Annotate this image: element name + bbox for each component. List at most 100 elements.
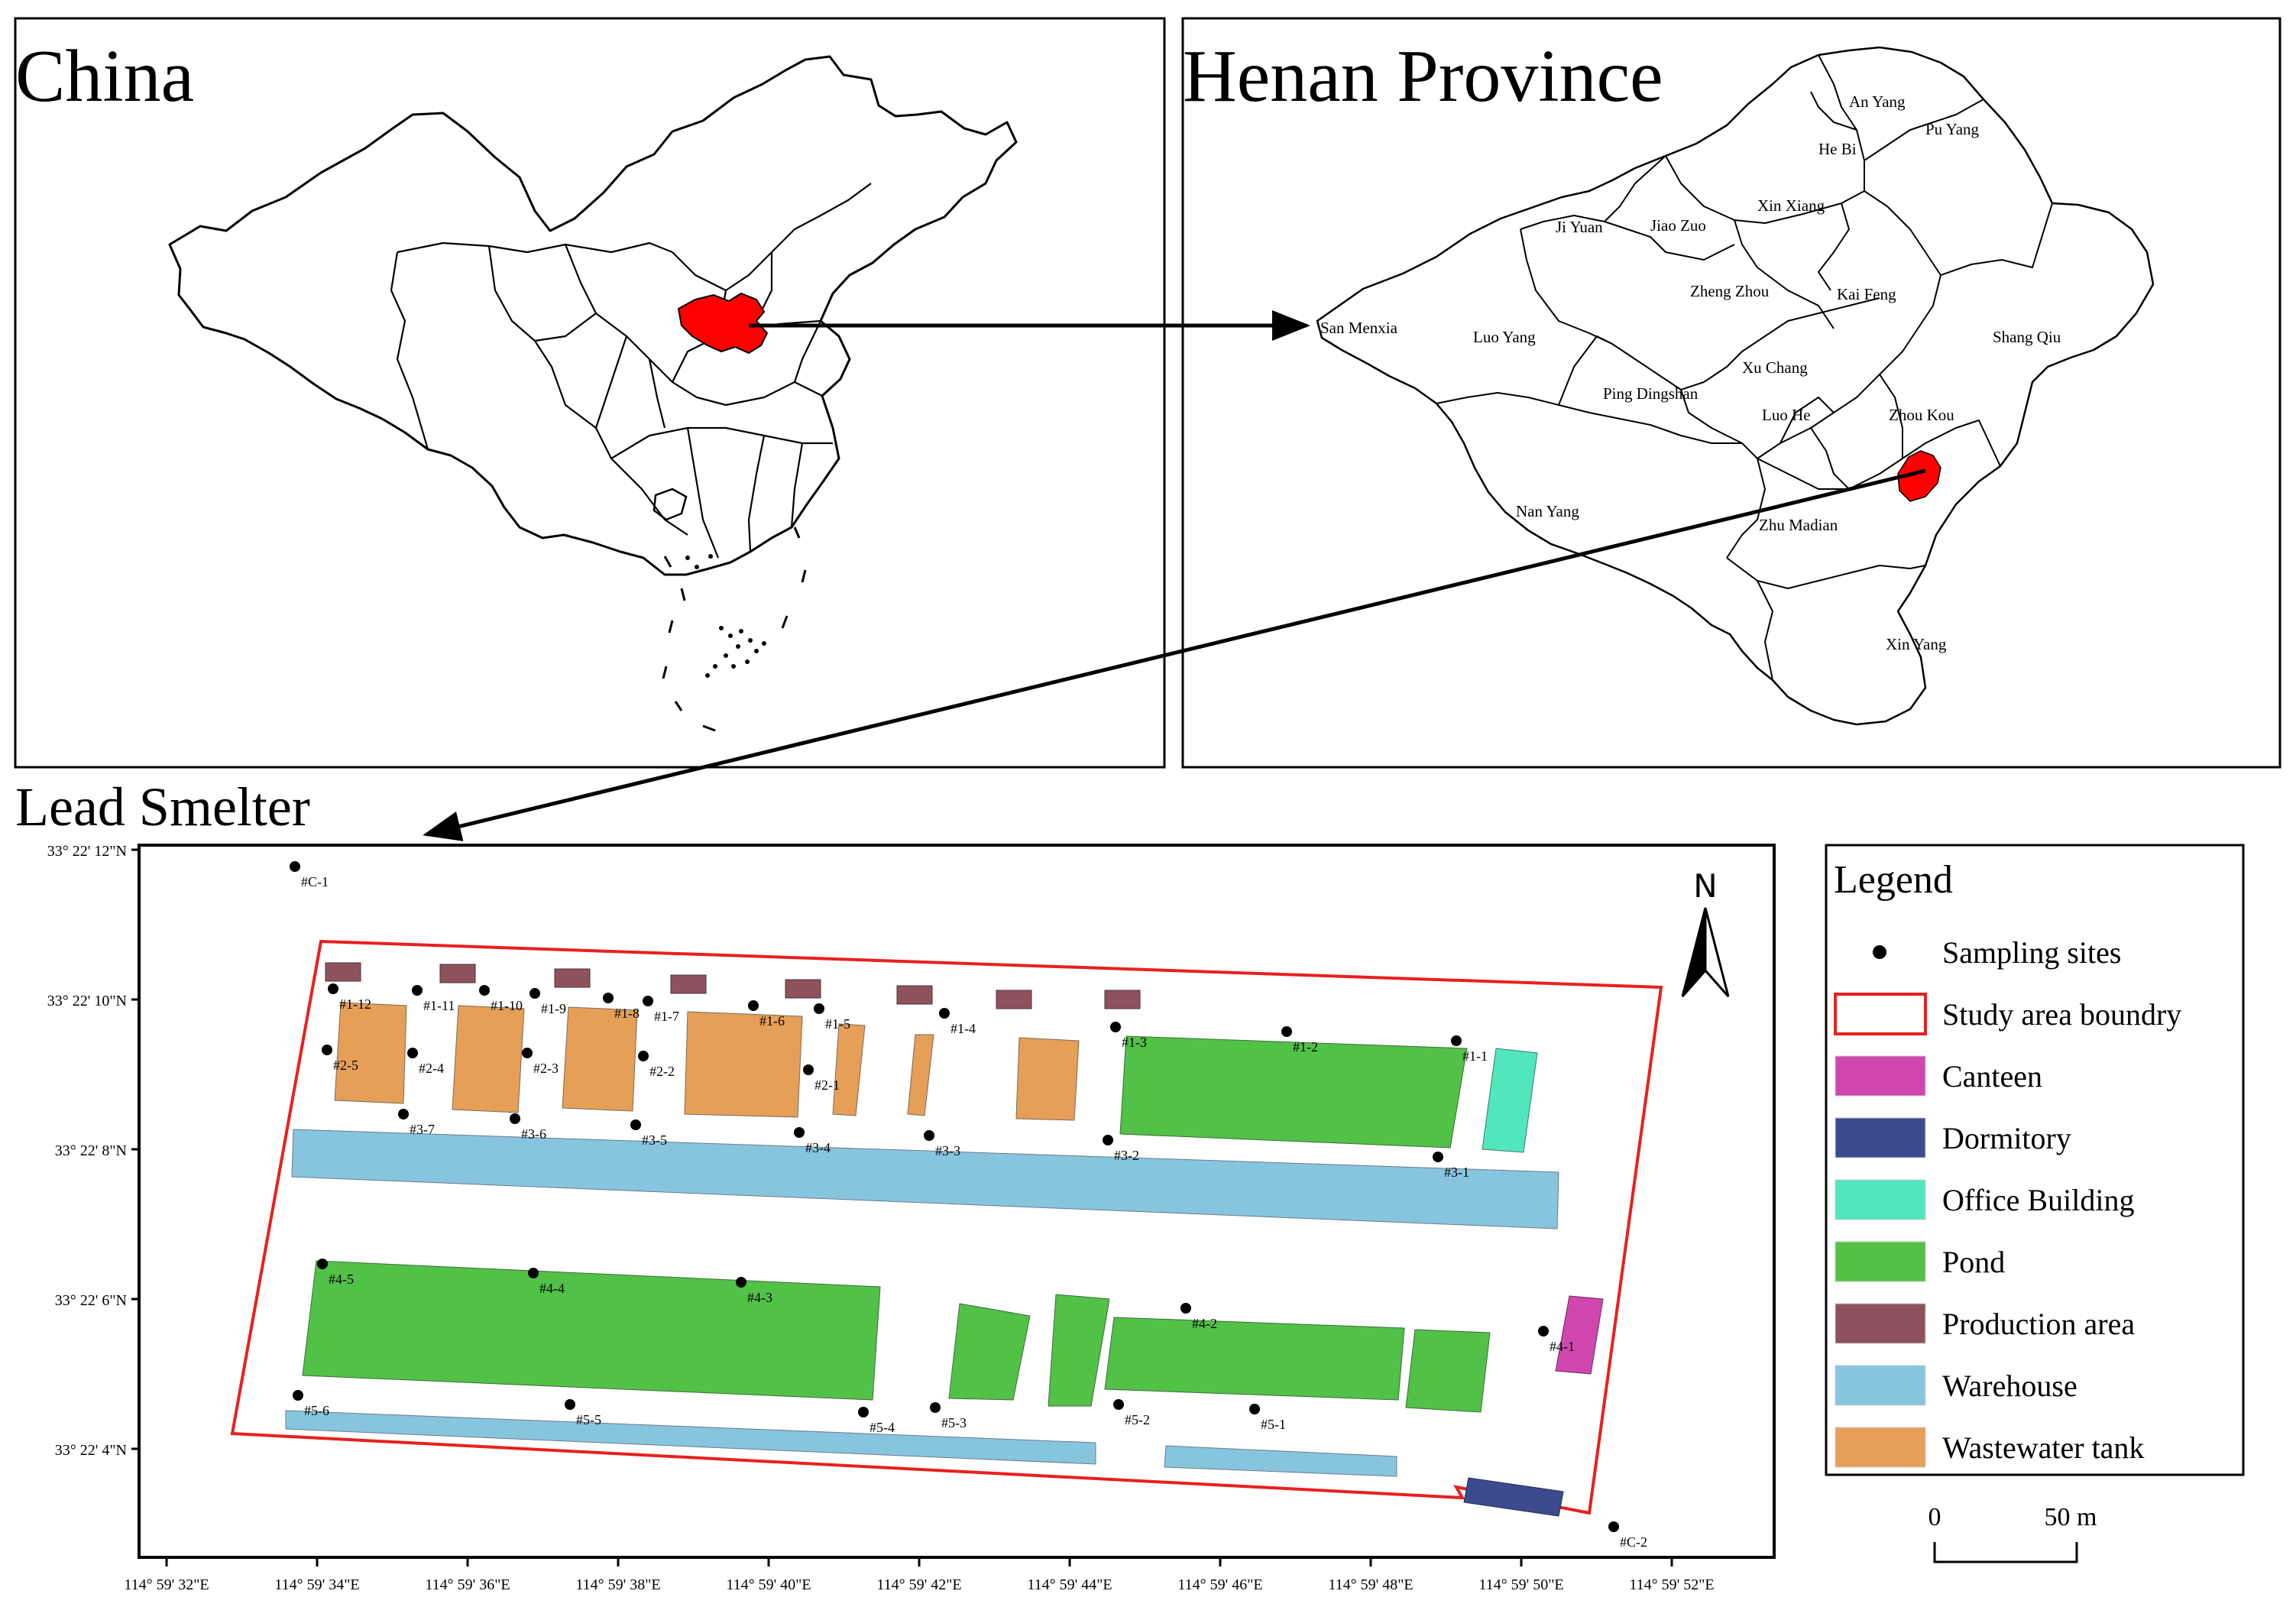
legend-title: Legend [1834, 858, 1953, 902]
legend-item-label: Wastewater tank [1942, 1430, 2144, 1465]
sampling-site-label: #4-1 [1550, 1339, 1575, 1354]
lat-tick-label: 33° 22' 12"N [47, 843, 127, 860]
production-area [896, 985, 933, 1005]
sampling-site: #C-2 [1608, 1521, 1647, 1550]
henan-title: Henan Province [1183, 35, 1663, 118]
pond [948, 1303, 1031, 1401]
legend-fill-swatch [1835, 1055, 1926, 1097]
sampling-site: #5-5 [565, 1399, 601, 1427]
sampling-site-label: #1-7 [654, 1009, 679, 1024]
sampling-site-label: #3-6 [521, 1126, 546, 1142]
sampling-site-dot [1608, 1521, 1619, 1532]
pond [1405, 1329, 1491, 1413]
sampling-site: #1-9 [529, 988, 566, 1016]
sampling-site-dot [643, 996, 653, 1006]
lon-tick-label: 114° 59' 38"E [575, 1576, 660, 1593]
city-label: Shang Qiu [1993, 328, 2061, 346]
sampling-site-label: #2-5 [333, 1058, 358, 1073]
sampling-site-label: #1-12 [339, 996, 371, 1012]
lat-tick-label: 33° 22' 8"N [55, 1142, 127, 1159]
sampling-site-label: #1-6 [759, 1013, 785, 1029]
city-label: An Yang [1849, 92, 1906, 111]
lon-tick-label: 114° 59' 52"E [1629, 1576, 1714, 1593]
legend-fill-swatch [1835, 1179, 1926, 1220]
sampling-site-label: #1-10 [491, 998, 523, 1013]
lon-tick-label: 114° 59' 40"E [726, 1576, 811, 1593]
canteen [1555, 1295, 1604, 1375]
production-area [1104, 990, 1141, 1009]
wastewater-tank [334, 1002, 407, 1104]
sampling-site-label: #5-3 [941, 1415, 967, 1430]
smelter-frame [138, 844, 1776, 1559]
scale-bar: 0 50 m [1928, 1503, 2097, 1563]
legend-item: Pond [1835, 1241, 2005, 1282]
scale-start-label: 0 [1928, 1503, 1941, 1531]
sampling-site: #1-5 [814, 1003, 850, 1032]
scale-bar-line [1933, 1542, 2078, 1563]
legend-fill-swatch [1835, 1303, 1926, 1344]
sampling-site-dot [528, 1268, 539, 1278]
legend-fill-swatch [1835, 1117, 1926, 1158]
lon-tick-label: 114° 59' 36"E [425, 1576, 510, 1593]
sampling-site: #2-3 [522, 1048, 559, 1076]
sampling-site-dot [328, 983, 338, 994]
sampling-site-label: #3-4 [805, 1140, 831, 1155]
smelter-title: Lead Smelter [15, 776, 310, 838]
lon-tick-label: 114° 59' 48"E [1328, 1576, 1413, 1593]
legend: Legend Sampling sites Study area boundry C… [1825, 844, 2245, 1476]
legend-item-label: Sampling sites [1942, 935, 2121, 970]
north-arrow-label: N [1693, 867, 1717, 905]
legend-item: Study area boundry [1834, 993, 2181, 1035]
sampling-site-dot [1451, 1035, 1462, 1046]
lon-tick-label: 114° 59' 50"E [1478, 1576, 1563, 1593]
sampling-site-dot [603, 993, 614, 1003]
sampling-site-label: #1-1 [1462, 1048, 1488, 1064]
henan-city-borders [1436, 54, 2053, 681]
sampling-site-dot [924, 1130, 934, 1141]
sampling-site: #1-10 [479, 985, 523, 1013]
sampling-site: #2-5 [322, 1045, 358, 1073]
sampling-site-dot [803, 1064, 814, 1075]
sampling-site-dot [1103, 1135, 1113, 1145]
legend-item: Canteen [1835, 1055, 2042, 1097]
wastewater-tank [1015, 1037, 1080, 1121]
sampling-site: #2-4 [407, 1048, 444, 1076]
sampling-site-dot [1249, 1404, 1260, 1414]
sampling-site-dot [814, 1003, 824, 1014]
city-label: Ping Dingshan [1603, 384, 1699, 403]
lon-tick-label: 114° 59' 44"E [1027, 1576, 1112, 1593]
sampling-site-label: #5-5 [576, 1412, 601, 1427]
sampling-site-dot [1433, 1152, 1443, 1162]
sampling-site: #5-6 [293, 1390, 329, 1418]
sampling-site-dot [1538, 1326, 1549, 1336]
china-frame [14, 17, 1166, 769]
production-area [439, 964, 476, 983]
sampling-site-dot [290, 861, 300, 872]
henan-frame [1181, 17, 2281, 769]
sampling-site: #3-1 [1433, 1152, 1469, 1180]
production-area [325, 962, 361, 982]
china-henan-highlight [677, 292, 769, 355]
sampling-site-dot [794, 1127, 805, 1138]
sampling-site-label: #3-3 [935, 1143, 960, 1158]
sampling-site: #C-1 [290, 861, 329, 889]
latitude-axis: 33° 22' 12"N 33° 22' 10"N 33° 22' 8"N 33° 2… [47, 843, 139, 1459]
ponds [302, 1035, 1491, 1413]
sampling-site: #1-7 [643, 996, 679, 1024]
smelter-panel: Lead Smelter 33° 22' 12"N33° 22' 10"N33°… [15, 776, 1776, 1593]
legend-outline-swatch [1834, 993, 1927, 1035]
sampling-site-dot [1180, 1303, 1191, 1314]
wastewater-tank [832, 1023, 866, 1116]
henan-study-county-highlight [1897, 450, 1941, 502]
sampling-site-label: #3-5 [642, 1132, 667, 1148]
sampling-site-label: #C-1 [301, 874, 329, 889]
sampling-site-dot [565, 1399, 575, 1410]
sampling-site: #1-4 [939, 1008, 976, 1036]
sampling-site-dot [630, 1119, 641, 1130]
china-outline [168, 55, 1018, 576]
sampling-site-label: #4-5 [329, 1272, 354, 1287]
city-label: San Menxia [1320, 319, 1398, 337]
sampling-site-dot [479, 985, 490, 996]
henan-panel: Henan Province [1181, 17, 2281, 769]
pond [1119, 1035, 1468, 1149]
